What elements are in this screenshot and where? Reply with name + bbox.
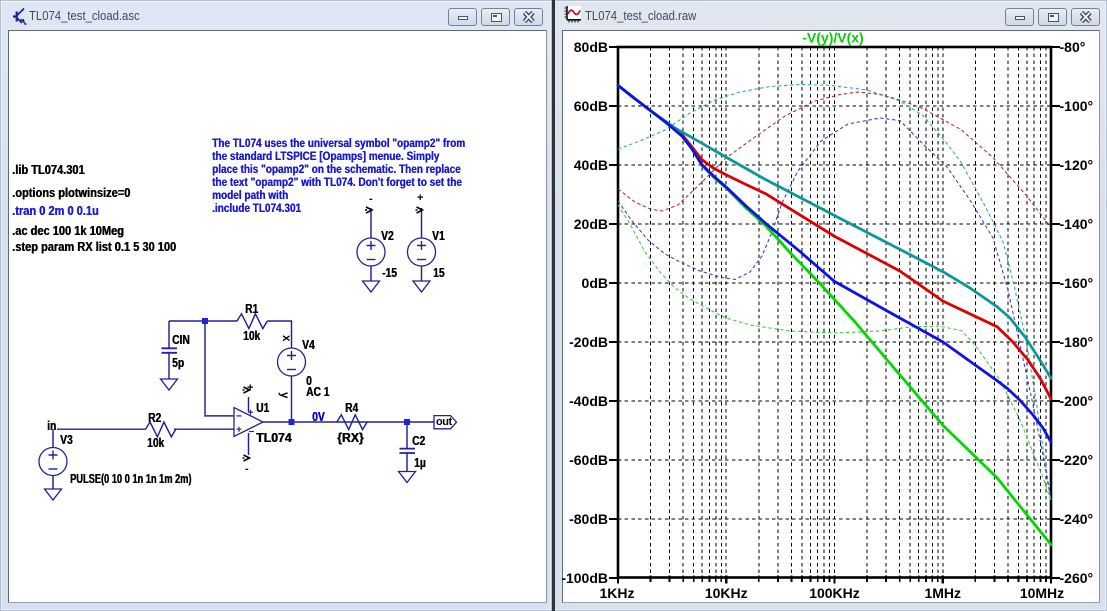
svg-text:-120°: -120° bbox=[1060, 157, 1094, 173]
svg-text:-140°: -140° bbox=[1060, 216, 1094, 232]
svg-text:-40dB: -40dB bbox=[569, 393, 608, 409]
svg-text:x: x bbox=[280, 335, 292, 342]
svg-text:-20dB: -20dB bbox=[569, 334, 608, 350]
svg-text:100KHz: 100KHz bbox=[809, 585, 860, 601]
svg-text:-240°: -240° bbox=[1060, 511, 1094, 527]
svg-text:-100°: -100° bbox=[1060, 98, 1094, 114]
svg-text:y: y bbox=[278, 392, 290, 399]
svg-text:-180°: -180° bbox=[1060, 334, 1094, 350]
svg-text:-200°: -200° bbox=[1060, 393, 1094, 409]
svg-text:80dB: 80dB bbox=[574, 39, 608, 55]
svg-text:60dB: 60dB bbox=[574, 98, 608, 114]
svg-text:1KHz: 1KHz bbox=[599, 585, 634, 601]
svg-text:-220°: -220° bbox=[1060, 452, 1094, 468]
svg-text:-80dB: -80dB bbox=[569, 511, 608, 527]
svg-text:10KHz: 10KHz bbox=[705, 585, 748, 601]
svg-text:1MHz: 1MHz bbox=[924, 585, 961, 601]
svg-text:-V(y)/V(x): -V(y)/V(x) bbox=[802, 30, 863, 46]
svg-text:0dB: 0dB bbox=[582, 275, 608, 291]
svg-text:10MHz: 10MHz bbox=[1020, 585, 1064, 601]
svg-text:-100dB: -100dB bbox=[561, 570, 608, 586]
svg-text:-80°: -80° bbox=[1060, 39, 1086, 55]
svg-text:-60dB: -60dB bbox=[569, 452, 608, 468]
svg-text:-260°: -260° bbox=[1060, 570, 1094, 586]
svg-text:-160°: -160° bbox=[1060, 275, 1094, 291]
svg-text:20dB: 20dB bbox=[574, 216, 608, 232]
svg-text:40dB: 40dB bbox=[574, 157, 608, 173]
